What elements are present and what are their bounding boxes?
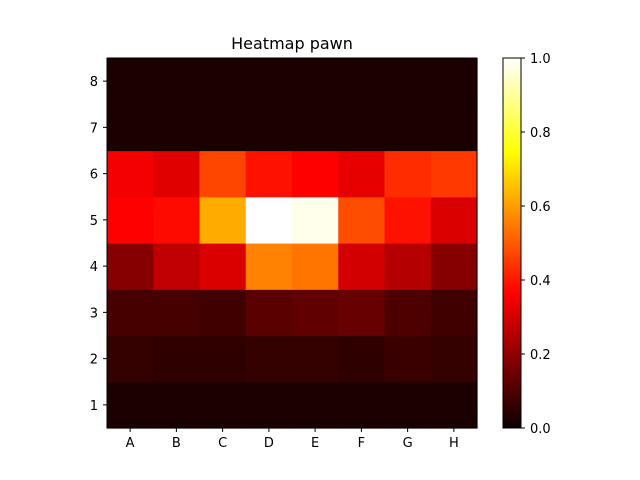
heatmap-cell-C6 xyxy=(199,150,247,198)
x-tick-label: G xyxy=(403,436,413,451)
heatmap-cell-H6 xyxy=(430,150,478,198)
x-tick-label: F xyxy=(358,436,365,451)
heatmap-cell-G6 xyxy=(384,150,432,198)
y-tick-label: 7 xyxy=(90,121,98,136)
heatmap-cell-D1 xyxy=(245,381,293,429)
y-axis-ticks: 1 2 3 4 5 6 7 8 xyxy=(90,75,107,414)
heatmap-cell-H4 xyxy=(430,243,478,290)
heatmap-cell-D5 xyxy=(245,196,293,244)
heatmap-cell-C1 xyxy=(199,381,247,429)
heatmap-cell-G5 xyxy=(384,196,432,244)
heatmap-cell-C3 xyxy=(199,289,247,337)
heatmap-cell-B7 xyxy=(153,104,201,152)
x-tick-label: A xyxy=(126,436,135,451)
heatmap-cell-E7 xyxy=(292,104,339,152)
heatmap-cell-B5 xyxy=(153,196,201,244)
heatmap-cell-E8 xyxy=(292,58,339,105)
heatmap-cell-E4 xyxy=(292,243,339,290)
y-tick-label: 8 xyxy=(90,75,98,90)
heatmap-cell-A2 xyxy=(107,335,154,383)
heatmap-cell-A6 xyxy=(107,150,154,198)
heatmap-cell-B4 xyxy=(153,243,201,290)
heatmap-cell-H8 xyxy=(430,58,478,105)
x-tick-label: E xyxy=(311,436,319,451)
x-tick-label: H xyxy=(449,436,459,451)
colorbar-tick-label: 1.0 xyxy=(530,52,551,67)
y-tick-label: 2 xyxy=(90,353,98,368)
plot-frame xyxy=(106,57,478,429)
heatmap-cell-A7 xyxy=(107,104,154,152)
heatmap-cell-E2 xyxy=(292,335,339,383)
heatmap-cell-G7 xyxy=(384,104,432,152)
heatmap-cell-G2 xyxy=(384,335,432,383)
heatmap-cell-H7 xyxy=(430,104,478,152)
heatmap-cell-E6 xyxy=(292,150,339,198)
heatmap-cell-G8 xyxy=(384,58,432,105)
heatmap-cell-D6 xyxy=(245,150,293,198)
colorbar xyxy=(502,57,522,429)
heatmap-cell-B2 xyxy=(153,335,201,383)
chart-title: Heatmap pawn xyxy=(231,34,353,53)
heatmap-cell-A3 xyxy=(107,289,154,337)
heatmap-cell-G4 xyxy=(384,243,432,290)
colorbar-tick-label: 0.8 xyxy=(530,126,551,141)
heatmap-cell-G3 xyxy=(384,289,432,337)
heatmap-cell-F6 xyxy=(338,150,386,198)
heatmap-cell-H1 xyxy=(430,381,478,429)
colorbar-tick-label: 0.0 xyxy=(530,422,551,437)
heatmap-cell-D3 xyxy=(245,289,293,337)
heatmap-cell-H5 xyxy=(430,196,478,244)
y-tick-label: 3 xyxy=(90,306,98,321)
heatmap-cell-F1 xyxy=(338,381,386,429)
heatmap-cell-C7 xyxy=(199,104,247,152)
y-tick-label: 5 xyxy=(90,214,98,229)
heatmap-cell-A4 xyxy=(107,243,154,290)
heatmap-cell-F4 xyxy=(338,243,386,290)
heatmap-cell-F5 xyxy=(338,196,386,244)
heatmap-cell-B3 xyxy=(153,289,201,337)
heatmap-cell-E3 xyxy=(292,289,339,337)
heatmap-cell-B1 xyxy=(153,381,201,429)
x-tick-label: B xyxy=(172,436,181,451)
y-tick-label: 4 xyxy=(90,260,98,275)
heatmap-cell-E1 xyxy=(292,381,339,429)
heatmap-cell-C2 xyxy=(199,335,247,383)
heatmap-cell-F7 xyxy=(338,104,386,152)
x-tick-label: C xyxy=(218,436,227,451)
y-tick-label: 1 xyxy=(90,399,98,414)
heatmap-cell-H3 xyxy=(430,289,478,337)
heatmap-cell-C8 xyxy=(199,58,247,105)
heatmap-cell-D7 xyxy=(245,104,293,152)
heatmap-cell-H2 xyxy=(430,335,478,383)
heatmap-cell-D8 xyxy=(245,58,293,105)
heatmap-cell-A5 xyxy=(107,196,154,244)
heatmap-cell-E5 xyxy=(292,196,339,244)
heatmap-cell-C4 xyxy=(199,243,247,290)
colorbar-tick-label: 0.6 xyxy=(530,200,551,215)
colorbar-tick-label: 0.4 xyxy=(530,274,551,289)
x-axis-ticks: A B C D E F G H xyxy=(126,428,459,451)
heatmap-cell-A8 xyxy=(107,58,154,105)
x-tick-label: D xyxy=(264,436,274,451)
heatmap-cell-B8 xyxy=(153,58,201,105)
heatmap-cell-G1 xyxy=(384,381,432,429)
heatmap-cell-D2 xyxy=(245,335,293,383)
heatmap-cells xyxy=(107,58,478,429)
heatmap-cell-F2 xyxy=(338,335,386,383)
heatmap-cell-F3 xyxy=(338,289,386,337)
heatmap-cell-D4 xyxy=(245,243,293,290)
colorbar-tick-label: 0.2 xyxy=(530,348,551,363)
heatmap-cell-A1 xyxy=(107,381,154,429)
heatmap-cell-C5 xyxy=(199,196,247,244)
heatmap-cell-F8 xyxy=(338,58,386,105)
y-tick-label: 6 xyxy=(90,168,98,183)
heatmap-cell-B6 xyxy=(153,150,201,198)
colorbar-ticks: 0.0 0.2 0.4 0.6 0.8 1.0 xyxy=(521,52,551,437)
